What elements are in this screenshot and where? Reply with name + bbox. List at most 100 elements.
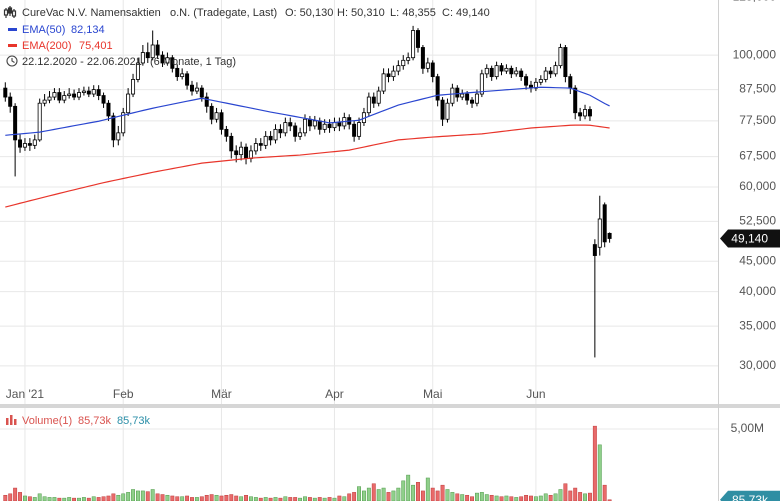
candle-body: [465, 93, 470, 101]
candle-body: [391, 70, 396, 78]
candle-body: [229, 135, 234, 152]
volume-bar: [3, 494, 8, 501]
volume-bar: [214, 494, 219, 501]
candle-body: [415, 30, 420, 48]
volume-bar: [406, 474, 411, 501]
volume-bar: [357, 486, 361, 501]
volume-bar: [420, 490, 425, 501]
volume-bar: [455, 493, 460, 501]
candle-body: [111, 115, 116, 141]
ohlc-close: C: 49,140: [442, 7, 490, 19]
candle-body: [445, 102, 450, 120]
volume-bar: [337, 495, 342, 501]
volume-bar: [445, 489, 450, 501]
candle-body: [386, 73, 391, 78]
volume-bar: [288, 497, 293, 501]
volume-bar: [499, 496, 504, 501]
candle-body: [312, 120, 317, 127]
candle-body: [401, 59, 406, 67]
volume-bar: [111, 493, 116, 501]
volume-bar: [479, 492, 484, 501]
candle-body: [189, 84, 194, 92]
candle-body: [160, 54, 165, 64]
candle-body: [558, 47, 563, 67]
candle-body: [538, 79, 543, 83]
candle-body: [406, 57, 411, 61]
volume-bar: [219, 495, 224, 501]
volume-bar: [234, 495, 239, 501]
candle-body: [553, 65, 558, 75]
candle-body: [150, 44, 155, 59]
candle-body: [96, 89, 101, 96]
volume-bar: [543, 493, 548, 501]
candle-body: [204, 96, 209, 107]
candle-body: [411, 30, 416, 59]
volume-bar: [23, 495, 27, 501]
volume-bar: [101, 496, 106, 501]
y-tick-label: 35,000: [739, 318, 776, 332]
volume-bar: [239, 496, 244, 501]
volume-bar: [136, 490, 140, 501]
candle-body: [366, 96, 371, 114]
candle-body: [568, 76, 573, 89]
candle-body: [607, 232, 612, 239]
volume-bar: [563, 483, 568, 501]
volume-bar: [538, 495, 543, 501]
volume-legend-value: 85,73k: [117, 415, 151, 427]
volume-bar: [332, 497, 337, 501]
volume-bar: [465, 494, 470, 501]
volume-bar: [18, 492, 22, 501]
volume-bar: [440, 484, 445, 501]
volume-bar: [342, 496, 347, 501]
volume-bar: [27, 496, 32, 501]
candle-body: [126, 93, 131, 114]
candle-body: [91, 89, 96, 95]
volume-bar: [106, 495, 111, 501]
volume-bar: [13, 487, 18, 501]
chart-title: CureVac N.V. Namensaktien: [22, 7, 161, 19]
volume-bar: [249, 496, 253, 501]
volume-bar: [185, 495, 190, 501]
tags: 49,140 85,73k: [720, 229, 780, 501]
volume-bar: [170, 495, 175, 501]
volume-bar: [573, 487, 578, 501]
candle-body: [474, 93, 479, 104]
volume-bar: [430, 487, 435, 501]
candle-body: [121, 112, 126, 134]
candle-body: [543, 70, 548, 80]
volume-bar: [190, 497, 194, 501]
volume-bar: [553, 493, 558, 501]
candle-body: [86, 90, 91, 95]
volume-bar: [62, 497, 67, 501]
candle-body: [234, 150, 239, 156]
volume-bar: [558, 489, 563, 501]
volume-bar: [425, 477, 430, 501]
volume-bar: [175, 496, 180, 501]
legend-swatch: [8, 44, 17, 47]
candle-body: [489, 67, 494, 78]
volume-bar: [416, 482, 420, 501]
volume-bar: [8, 493, 13, 501]
clock-icon: [6, 55, 18, 67]
volume-bar: [253, 497, 258, 501]
candle-body: [307, 118, 312, 127]
volume-bar: [77, 497, 81, 501]
volume-bar: [312, 497, 317, 501]
volume-bar: [578, 492, 583, 501]
candle-body: [47, 96, 52, 101]
x-tick-label: Mai: [423, 387, 442, 401]
candle-body: [62, 95, 67, 101]
y-tick-label: 67,500: [739, 149, 776, 163]
volume-bar: [81, 497, 86, 501]
candle-body: [116, 132, 121, 141]
chart-icon: [3, 6, 17, 18]
volume-bar: [602, 484, 607, 501]
legend-label: EMA(200): [22, 40, 72, 52]
volume-bar: [307, 497, 312, 501]
candle-body: [57, 92, 62, 101]
candle-body: [430, 62, 435, 78]
volume-bar: [474, 492, 479, 501]
volume-bar: [514, 497, 519, 501]
candle-body: [455, 87, 460, 98]
